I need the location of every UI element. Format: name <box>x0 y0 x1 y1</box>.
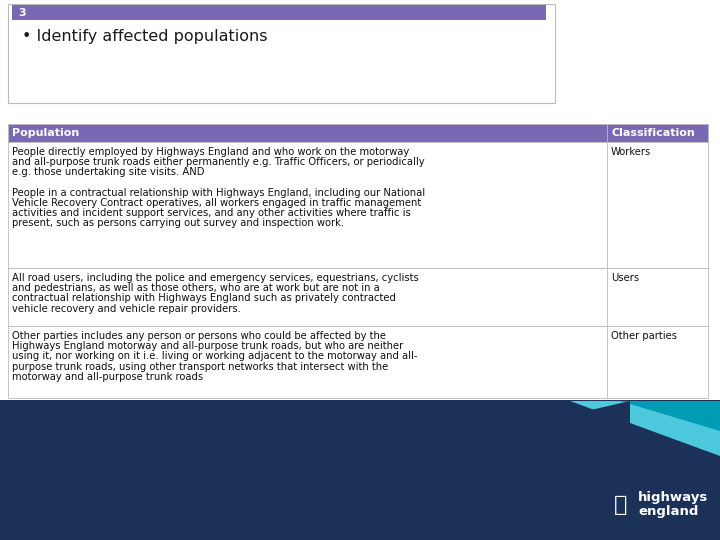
Text: highways: highways <box>638 491 708 504</box>
Text: and all-purpose trunk roads either permanently e.g. Traffic Officers, or periodi: and all-purpose trunk roads either perma… <box>12 157 425 167</box>
Text: activities and incident support services, and any other activities where traffic: activities and incident support services… <box>12 208 410 218</box>
Text: Workers: Workers <box>611 147 652 157</box>
Text: contractual relationship with Highways England such as privately contracted: contractual relationship with Highways E… <box>12 293 396 303</box>
Text: motorway and all-purpose trunk roads: motorway and all-purpose trunk roads <box>12 372 203 382</box>
Bar <box>12 5 546 20</box>
Text: • Identify affected populations: • Identify affected populations <box>22 30 268 44</box>
Bar <box>8 326 708 398</box>
Text: ⛷: ⛷ <box>614 495 628 515</box>
Text: purpose trunk roads, using other transport networks that intersect with the: purpose trunk roads, using other transpo… <box>12 362 388 372</box>
Text: People directly employed by Highways England and who work on the motorway: People directly employed by Highways Eng… <box>12 147 409 157</box>
Text: All road users, including the police and emergency services, equestrians, cyclis: All road users, including the police and… <box>12 273 419 283</box>
Text: and pedestrians, as well as those others, who are at work but are not in a: and pedestrians, as well as those others… <box>12 283 379 293</box>
Text: e.g. those undertaking site visits. AND: e.g. those undertaking site visits. AND <box>12 167 204 178</box>
Bar <box>8 4 555 103</box>
Text: Vehicle Recovery Contract operatives, all workers engaged in traffic management: Vehicle Recovery Contract operatives, al… <box>12 198 421 208</box>
Polygon shape <box>0 401 720 540</box>
Polygon shape <box>620 401 720 431</box>
Text: Users: Users <box>611 273 639 283</box>
Text: 3: 3 <box>18 8 26 17</box>
Text: using it, nor working on it i.e. living or working adjacent to the motorway and : using it, nor working on it i.e. living … <box>12 352 418 361</box>
Polygon shape <box>0 401 630 540</box>
Bar <box>8 142 708 268</box>
Polygon shape <box>570 401 720 456</box>
Text: Classification: Classification <box>611 128 695 138</box>
Text: Population: Population <box>12 128 79 138</box>
Text: Other parties includes any person or persons who could be affected by the: Other parties includes any person or per… <box>12 331 386 341</box>
Text: Highways England motorway and all-purpose trunk roads, but who are neither: Highways England motorway and all-purpos… <box>12 341 403 351</box>
Bar <box>0 400 720 540</box>
Text: england: england <box>638 505 698 518</box>
Bar <box>8 268 708 326</box>
Text: Other parties: Other parties <box>611 331 677 341</box>
Text: People in a contractual relationship with Highways England, including our Nation: People in a contractual relationship wit… <box>12 188 425 198</box>
Bar <box>8 124 708 142</box>
Text: vehicle recovery and vehicle repair providers.: vehicle recovery and vehicle repair prov… <box>12 303 241 314</box>
Text: present, such as persons carrying out survey and inspection work.: present, such as persons carrying out su… <box>12 218 344 228</box>
